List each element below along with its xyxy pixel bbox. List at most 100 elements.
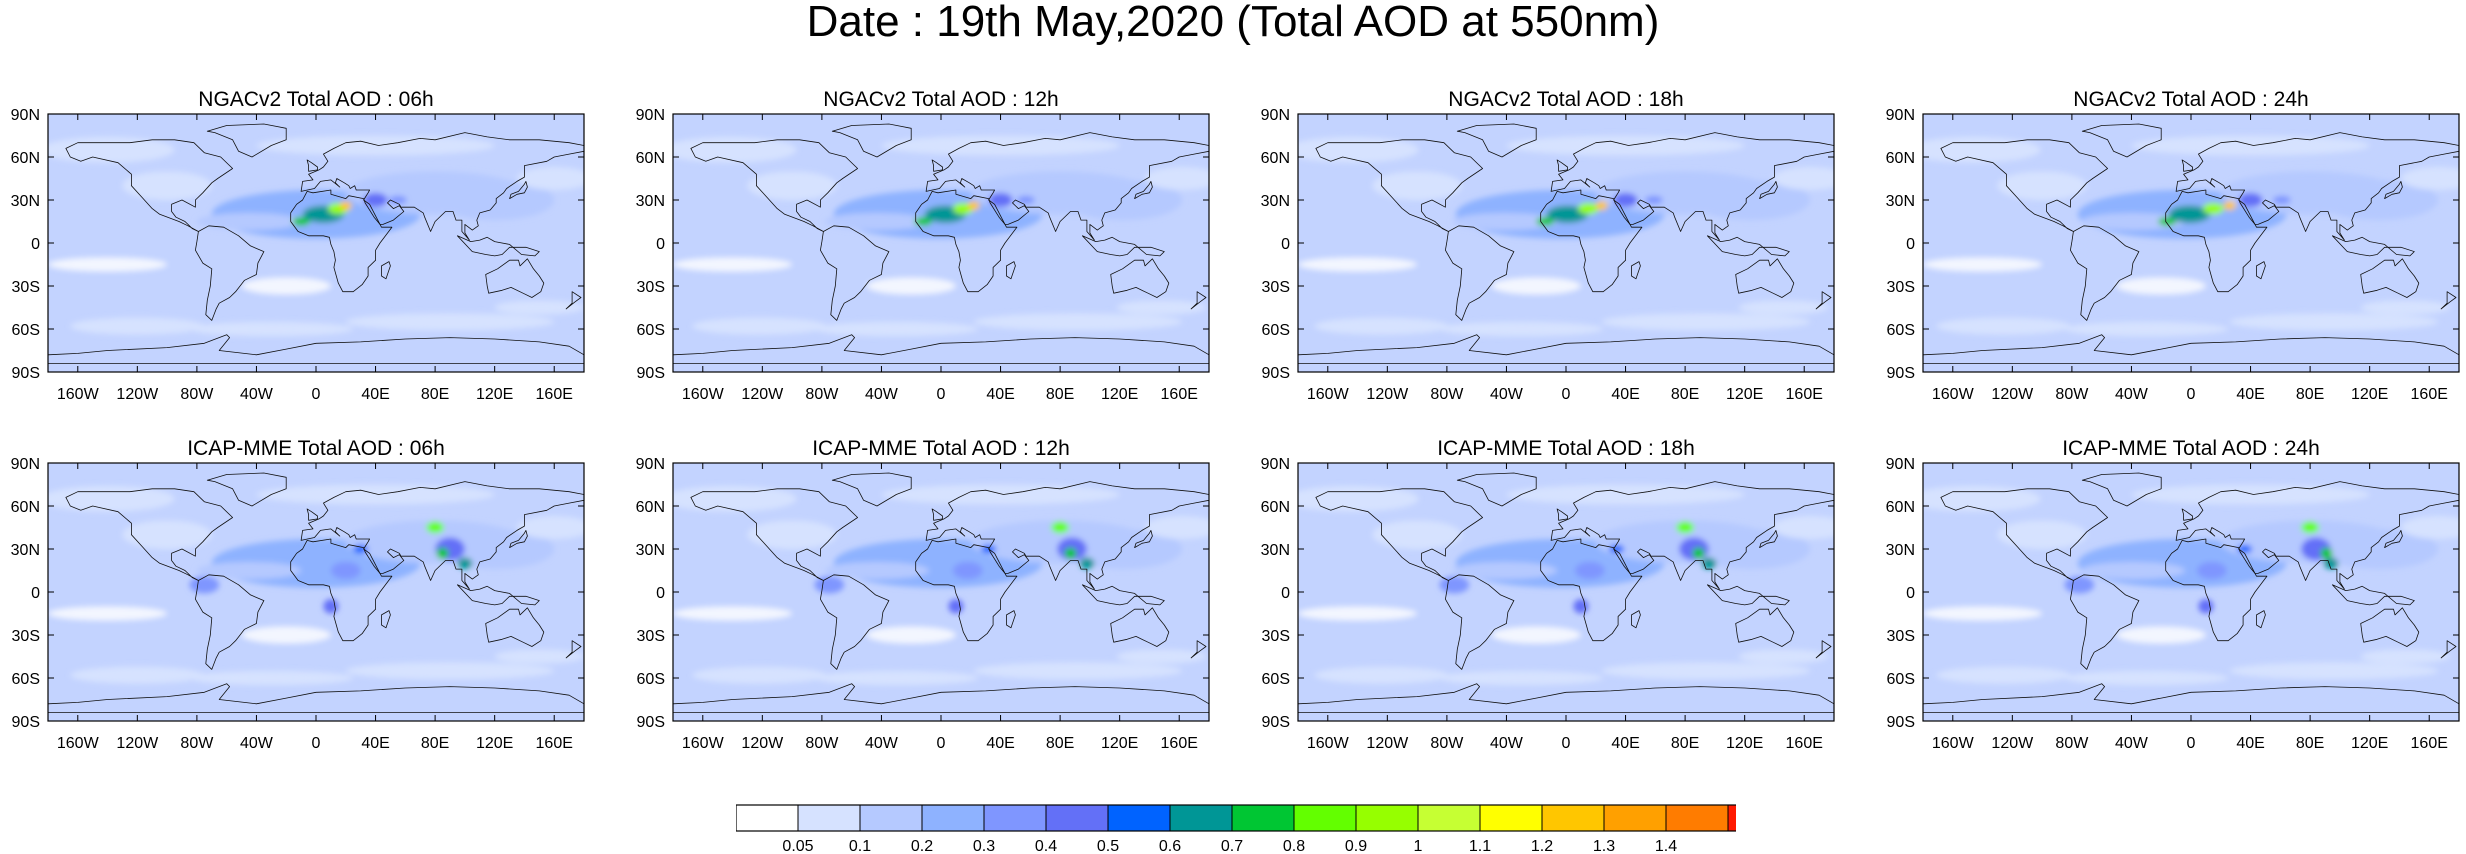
y-tick-label: 30N <box>1261 542 1290 559</box>
coastline <box>1315 139 1483 232</box>
y-tick-label: 0 <box>31 236 40 253</box>
colorbar-swatch <box>736 804 799 832</box>
coastline <box>2440 640 2457 659</box>
y-tick-label: 30N <box>1261 193 1290 210</box>
coastline <box>2256 261 2266 280</box>
coastline <box>1707 235 1790 257</box>
coastline <box>915 538 1018 642</box>
aod-region <box>1314 317 1449 335</box>
aod-region <box>70 666 205 684</box>
aod-region <box>363 192 388 208</box>
x-tick-label: 80W <box>805 735 839 752</box>
aod-region <box>2131 135 2370 156</box>
y-tick-label: 60N <box>1886 499 1915 516</box>
coastline <box>690 139 858 232</box>
x-tick-label: 40E <box>986 735 1014 752</box>
x-tick-label: 40E <box>361 386 389 403</box>
panel-title: NGACv2 Total AOD : 06h <box>198 88 434 111</box>
colorbar-label: 0.3 <box>973 838 995 854</box>
x-tick-label: 80E <box>2296 386 2324 403</box>
y-axis: 90N 60N 30N 0 30S 60S 90S <box>1886 456 2459 731</box>
coastline <box>509 181 528 199</box>
y-tick-label: 90N <box>11 456 40 473</box>
panel-title: ICAP-MME Total AOD : 18h <box>1437 437 1695 460</box>
panel-title: NGACv2 Total AOD : 24h <box>2073 88 2309 111</box>
x-tick-label: 40E <box>361 735 389 752</box>
y-axis: 90N 60N 30N 0 30S 60S 90S <box>11 456 584 731</box>
aod-region <box>2301 521 2320 534</box>
x-tick-label: 0 <box>1562 735 1571 752</box>
coastline <box>1134 181 1153 199</box>
colorbar-swatch <box>1045 804 1109 832</box>
aod-region <box>1506 135 1745 156</box>
colorbar-label: 0.6 <box>1159 838 1181 854</box>
coastline <box>673 683 1209 713</box>
colorbar-label: 1.1 <box>1469 838 1491 854</box>
aod-region <box>973 313 1183 331</box>
coastline <box>1315 488 1483 581</box>
aod-region <box>2080 212 2186 231</box>
aod-region <box>2400 167 2459 190</box>
y-tick-label: 30S <box>12 628 40 645</box>
aod-region <box>1997 171 2087 200</box>
aod-region <box>2319 179 2439 221</box>
aod-region <box>973 662 1183 680</box>
coastline <box>2332 584 2415 606</box>
colorbar-swatch <box>1727 804 1736 832</box>
aod-region <box>1298 606 1418 621</box>
y-tick-label: 90N <box>636 107 665 124</box>
coastline <box>1110 607 1170 647</box>
x-tick-label: 40W <box>865 386 899 403</box>
y-tick-label: 60S <box>12 671 40 688</box>
aod-region <box>48 485 175 512</box>
x-tick-label: 160E <box>536 735 573 752</box>
aod-region <box>692 666 827 684</box>
aod-region <box>967 201 980 211</box>
y-tick-label: 60N <box>11 499 40 516</box>
x-tick-label: 120E <box>2351 735 2388 752</box>
coastline <box>2384 530 2403 548</box>
coastline <box>1082 584 1165 606</box>
coastline <box>925 132 1209 241</box>
coastline <box>2332 235 2415 257</box>
aod-region <box>866 626 956 644</box>
aod-region <box>824 561 930 580</box>
coastline <box>1445 225 1515 321</box>
aod-region <box>1506 484 1745 505</box>
y-axis: 90N 60N 30N 0 30S 60S 90S <box>1261 456 1834 731</box>
colorbar-swatch <box>859 804 923 832</box>
aod-region <box>881 135 1120 156</box>
x-axis: 160W 120W 80W 40W 0 40E 80E 120E 160E <box>57 463 573 752</box>
coastline <box>65 488 233 581</box>
aod-region <box>1738 300 1829 315</box>
colorbar-swatch <box>1479 804 1543 832</box>
y-tick-label: 30N <box>1886 542 1915 559</box>
map-panel: ICAP-MME Total AOD : 12h 160W 120W 80W 40W 0 4… <box>625 437 1210 767</box>
aod-region <box>1452 561 1558 580</box>
map-plot: 160W 120W 80W 40W 0 40E 80E 120E 160E 90N 60N 30N 0 3… <box>1261 456 1835 752</box>
colorbar-swatch <box>1355 804 1419 832</box>
aod-region <box>1923 606 2043 621</box>
x-tick-label: 80E <box>1671 735 1699 752</box>
aod-region <box>2320 547 2333 560</box>
x-tick-label: 120E <box>2351 386 2388 403</box>
coastline <box>2256 610 2266 629</box>
coastline <box>2181 159 2193 172</box>
aod-region <box>1536 217 1555 226</box>
aod-region <box>814 321 979 337</box>
x-axis: 160W 120W 80W 40W 0 40E 80E 120E 160E <box>682 114 1198 403</box>
y-axis: 90N 60N 30N 0 30S 60S 90S <box>636 107 1209 382</box>
aod-region <box>48 136 175 163</box>
aod-region <box>1574 561 1605 580</box>
coastline <box>1445 574 1515 670</box>
coastline <box>1298 334 1834 364</box>
y-tick-label: 90N <box>1886 456 1915 473</box>
x-tick-label: 40W <box>1490 735 1524 752</box>
coastline <box>1540 538 1643 642</box>
y-tick-label: 90S <box>637 365 665 382</box>
aod-region <box>1691 528 1811 570</box>
coastline <box>1006 610 1016 629</box>
x-tick-label: 160W <box>1307 386 1350 403</box>
aod-region <box>2360 649 2451 664</box>
aod-region <box>2198 599 2214 614</box>
